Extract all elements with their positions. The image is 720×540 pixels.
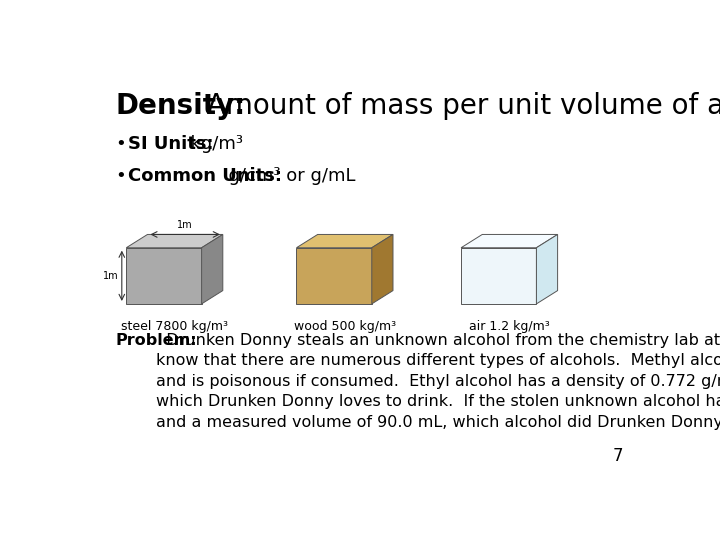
Text: SI Units:: SI Units: <box>128 136 214 153</box>
Text: Density:: Density: <box>115 92 246 120</box>
Polygon shape <box>126 248 202 304</box>
Text: Common Units:: Common Units: <box>128 167 282 185</box>
Text: Problem:: Problem: <box>115 333 197 348</box>
Text: wood 500 kg/m³: wood 500 kg/m³ <box>294 320 396 333</box>
Text: •: • <box>115 167 126 185</box>
Text: Drunken Donny steals an unknown alcohol from the chemistry lab at work.  He does: Drunken Donny steals an unknown alcohol … <box>156 333 720 430</box>
Text: steel 7800 kg/m³: steel 7800 kg/m³ <box>121 320 228 333</box>
Text: 7: 7 <box>613 447 623 465</box>
Text: Amount of mass per unit volume of a substance.: Amount of mass per unit volume of a subs… <box>189 92 720 120</box>
Text: g/cm³ or g/mL: g/cm³ or g/mL <box>217 167 356 185</box>
Polygon shape <box>126 234 222 248</box>
Polygon shape <box>536 234 557 304</box>
Text: air 1.2 kg/m³: air 1.2 kg/m³ <box>469 320 549 333</box>
Polygon shape <box>372 234 393 304</box>
Polygon shape <box>297 234 393 248</box>
Text: 1m: 1m <box>177 220 193 230</box>
Polygon shape <box>461 234 557 248</box>
Text: 1m: 1m <box>103 271 119 281</box>
Polygon shape <box>461 248 536 304</box>
Text: kg/m³: kg/m³ <box>179 136 243 153</box>
Text: •: • <box>115 136 126 153</box>
Polygon shape <box>297 248 372 304</box>
Polygon shape <box>202 234 222 304</box>
